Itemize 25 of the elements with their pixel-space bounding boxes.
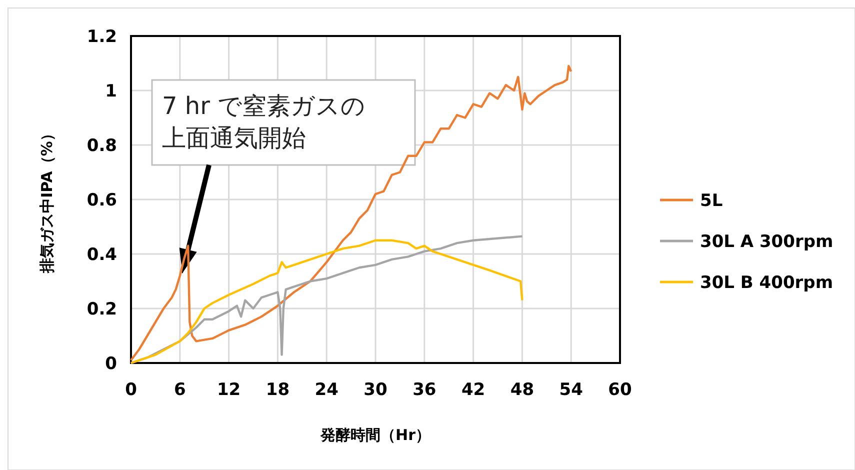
y-tick-label: 1.2: [86, 26, 117, 47]
y-tick-label: 1: [105, 81, 117, 102]
x-tick-label: 36: [412, 380, 436, 400]
x-axis-title: 発酵時間（Hr）: [320, 426, 430, 444]
y-tick-label: 0: [105, 354, 118, 374]
legend-label: 30L A 300rpm: [700, 232, 834, 252]
y-tick-label: 0.2: [86, 299, 117, 320]
x-tick-label: 54: [559, 380, 584, 400]
y-axis-title: 排気ガス中IPA（%）: [38, 126, 56, 274]
x-tick-label: 12: [216, 380, 241, 400]
y-tick-label: 0.8: [86, 136, 117, 156]
legend-label: 5L: [700, 190, 723, 211]
x-tick-label: 18: [266, 380, 290, 400]
x-tick-label: 24: [314, 380, 339, 400]
line-series: [130, 64, 572, 362]
legend-label: 30L B 400rpm: [700, 272, 834, 293]
y-tick-label: 0.4: [86, 244, 118, 265]
y-tick-label: 0.6: [86, 190, 117, 210]
x-tick-label: 0: [125, 380, 138, 400]
x-tick-label: 30: [364, 380, 388, 400]
x-tick-label: 42: [461, 380, 486, 400]
x-tick-label: 60: [608, 380, 632, 400]
x-tick-label: 6: [174, 380, 186, 400]
x-tick-label: 48: [510, 380, 534, 400]
annotation: 7 hr で窒素ガスの上面通気開始: [162, 92, 366, 152]
